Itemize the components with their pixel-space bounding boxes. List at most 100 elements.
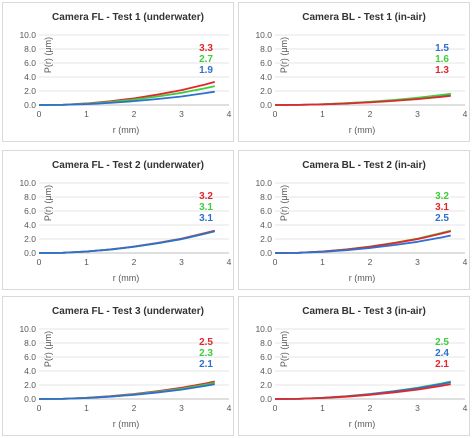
chart-svg: Camera FL - Test 3 (underwater) 0.0 2.0 4.0…	[19, 306, 232, 429]
x-tick-label: 0	[273, 403, 278, 413]
series-line-blue	[38, 230, 215, 254]
chart-panel-fl-test3: Camera FL - Test 3 (underwater) 0.0 2.0 4.0…	[2, 296, 234, 436]
x-tick-label: 2	[132, 403, 137, 413]
y-tick-label: 10.0	[19, 324, 36, 334]
data-label-red: 2.1	[435, 359, 449, 370]
y-tick-label: 4.0	[260, 220, 272, 230]
x-tick-label: 1	[320, 403, 325, 413]
x-tick-label: 3	[179, 109, 184, 119]
series-line-red	[274, 95, 451, 106]
x-tick-label: 3	[415, 109, 420, 119]
series-line-blue	[38, 90, 215, 106]
data-label-red: 3.2	[199, 191, 213, 202]
x-tick-label: 1	[84, 109, 89, 119]
data-label-red: 3.1	[435, 202, 449, 213]
chart-svg: Camera FL - Test 1 (underwater) 0.0 2.0 4.0…	[19, 12, 232, 135]
x-tick-label: 0	[37, 257, 42, 267]
y-tick-label: 0.0	[260, 248, 272, 258]
y-axis-label: P(r) (μm)	[43, 185, 53, 221]
chart-title: Camera FL - Test 2 (underwater)	[52, 160, 204, 171]
y-tick-label: 6.0	[24, 206, 36, 216]
x-tick-label: 3	[415, 403, 420, 413]
y-tick-label: 2.0	[24, 234, 36, 244]
x-tick-label: 3	[179, 257, 184, 267]
x-axis-label: r (mm)	[349, 273, 376, 283]
y-tick-label: 4.0	[24, 366, 36, 376]
data-label-blue: 1.9	[199, 65, 213, 76]
series-line-red	[38, 229, 215, 254]
x-tick-label: 2	[368, 109, 373, 119]
chart-title: Camera BL - Test 2 (in-air)	[302, 160, 426, 171]
y-tick-label: 0.0	[24, 248, 36, 258]
data-label-red: 2.5	[199, 337, 213, 348]
data-label-blue: 2.5	[435, 213, 449, 224]
x-tick-label: 0	[273, 257, 278, 267]
chart-svg: Camera FL - Test 2 (underwater) 0.0 2.0 4.0…	[19, 160, 231, 283]
x-tick-label: 3	[179, 403, 184, 413]
data-label-green: 1.6	[435, 54, 449, 65]
series-line-red	[274, 383, 451, 400]
y-tick-label: 2.0	[24, 86, 36, 96]
y-tick-label: 2.0	[260, 86, 272, 96]
x-tick-label: 1	[84, 257, 89, 267]
y-tick-label: 8.0	[260, 44, 272, 54]
y-tick-label: 4.0	[260, 366, 272, 376]
chart-title: Camera FL - Test 1 (underwater)	[52, 12, 204, 23]
y-tick-label: 6.0	[260, 206, 272, 216]
series-line-red	[38, 380, 215, 400]
y-tick-label: 2.0	[24, 380, 36, 390]
data-label-blue: 3.1	[199, 213, 213, 224]
y-tick-label: 10.0	[19, 30, 36, 40]
x-tick-label: 1	[84, 403, 89, 413]
series-line-green	[274, 229, 451, 254]
y-axis-label: P(r) (μm)	[43, 331, 53, 367]
series-line-blue	[274, 234, 451, 254]
x-tick-label: 2	[368, 403, 373, 413]
y-axis-label: P(r) (μm)	[279, 185, 289, 221]
chart-panel-fl-test2: Camera FL - Test 2 (underwater) 0.0 2.0 4.0…	[2, 150, 234, 290]
y-tick-label: 10.0	[255, 324, 272, 334]
y-tick-label: 6.0	[260, 58, 272, 68]
data-label-green: 3.1	[199, 202, 213, 213]
x-tick-label: 1	[320, 257, 325, 267]
y-tick-label: 6.0	[24, 58, 36, 68]
x-tick-label: 4	[227, 403, 232, 413]
data-label-red: 1.3	[435, 65, 449, 76]
x-axis-label: r (mm)	[113, 273, 140, 283]
y-tick-label: 4.0	[24, 220, 36, 230]
data-label-blue: 1.5	[435, 43, 449, 54]
x-tick-label: 0	[37, 403, 42, 413]
x-tick-label: 4	[463, 257, 468, 267]
data-label-green: 2.7	[199, 54, 213, 65]
y-tick-label: 8.0	[24, 192, 36, 202]
x-axis-label: r (mm)	[349, 125, 376, 135]
x-tick-label: 3	[415, 257, 420, 267]
chart-svg: Camera BL - Test 2 (in-air) 0.0 2.0 4.0 6.0 8…	[255, 160, 468, 283]
y-tick-label: 2.0	[260, 380, 272, 390]
y-tick-label: 0.0	[260, 394, 272, 404]
y-axis-label: P(r) (μm)	[43, 37, 53, 73]
y-tick-label: 0.0	[260, 100, 272, 110]
x-tick-label: 4	[463, 403, 468, 413]
y-tick-label: 0.0	[24, 100, 36, 110]
x-tick-label: 2	[368, 257, 373, 267]
x-tick-label: 4	[227, 109, 232, 119]
y-tick-label: 10.0	[19, 178, 36, 188]
chart-svg: Camera BL - Test 3 (in-air) 0.0 2.0 4.0 6.0 8…	[255, 306, 468, 429]
chart-title: Camera BL - Test 3 (in-air)	[302, 306, 426, 317]
y-tick-label: 8.0	[260, 192, 272, 202]
chart-panel-bl-test2: Camera BL - Test 2 (in-air) 0.0 2.0 4.0 6.0 8…	[238, 150, 470, 290]
chart-panel-bl-test3: Camera BL - Test 3 (in-air) 0.0 2.0 4.0 6.0 8…	[238, 296, 470, 436]
chart-title: Camera FL - Test 3 (underwater)	[52, 306, 204, 317]
x-tick-label: 0	[273, 109, 278, 119]
y-tick-label: 10.0	[255, 30, 272, 40]
y-tick-label: 2.0	[260, 234, 272, 244]
chart-panel-bl-test1: Camera BL - Test 1 (in-air) 0.0 2.0 4.0 6.0 8…	[238, 2, 470, 142]
series-line-red	[274, 230, 451, 254]
x-tick-label: 1	[320, 109, 325, 119]
data-label-green: 3.2	[435, 191, 449, 202]
data-label-blue: 2.4	[435, 348, 449, 359]
y-tick-label: 4.0	[24, 72, 36, 82]
y-tick-label: 8.0	[24, 338, 36, 348]
data-label-green: 2.5	[435, 337, 449, 348]
